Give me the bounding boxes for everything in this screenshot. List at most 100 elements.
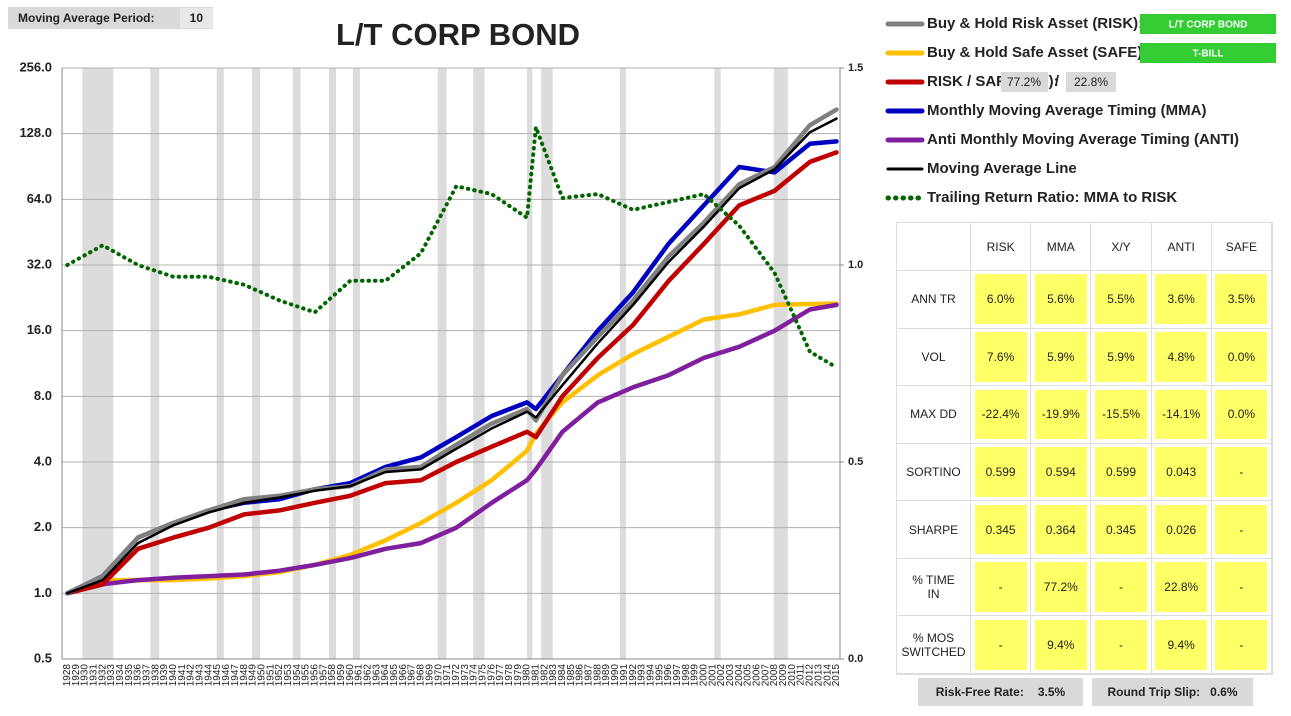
y2-tick-label: 0.0: [848, 653, 863, 665]
stat-cell-text: -: [1215, 447, 1268, 497]
stat-cell-text: -: [1094, 562, 1148, 613]
x-tick-label: 2000: [698, 664, 709, 687]
stat-cell: -: [971, 616, 1032, 674]
stat-cell-text: 7.6%: [974, 331, 1027, 382]
x-tick-label: 2009: [778, 664, 789, 687]
x-tick-label: 1969: [424, 664, 435, 687]
stat-cell-text: 0.0%: [1215, 389, 1268, 440]
ma-period-label: Moving Average Period:: [18, 11, 155, 25]
x-tick-label: 1981: [531, 664, 542, 687]
column-header-text: SAFE: [1225, 239, 1258, 254]
stat-cell-text: -: [1094, 619, 1148, 670]
x-tick-label: 1934: [115, 664, 126, 687]
y-tick-label: 2.0: [34, 519, 52, 534]
risk-free-box: Risk-Free Rate: 3.5%: [918, 678, 1083, 706]
x-tick-label: 1961: [354, 664, 365, 687]
x-tick-label: 1944: [203, 664, 214, 687]
stat-cell-text: 0.0%: [1215, 331, 1268, 382]
x-tick-label: 2003: [725, 664, 736, 687]
row-label-text: SORTINO: [906, 464, 961, 479]
x-tick-label: 1999: [690, 664, 701, 687]
slip-box: Round Trip Slip: 0.6%: [1092, 678, 1253, 706]
stat-cell: 0.599: [971, 443, 1032, 502]
x-tick-label: 1954: [292, 664, 303, 687]
asset-box: [1140, 43, 1276, 63]
x-tick-label: 1930: [80, 664, 91, 687]
shaded-period: [292, 68, 301, 659]
x-tick-label: 2012: [805, 664, 816, 687]
x-tick-label: 2001: [707, 664, 718, 687]
stat-cell: 9.4%: [1031, 616, 1092, 674]
stat-cell: 3.6%: [1151, 271, 1212, 329]
column-header: X/Y: [1091, 223, 1152, 271]
footer-value: 0.6%: [1210, 685, 1238, 699]
x-tick-label: 1977: [495, 664, 506, 687]
x-tick-label: 1976: [486, 664, 497, 687]
stat-cell: -: [1091, 558, 1152, 617]
corner-cell: [897, 223, 971, 271]
x-tick-label: 1971: [442, 664, 453, 687]
x-tick-label: 1974: [469, 664, 480, 687]
y-tick-label: 0.5: [34, 650, 52, 665]
x-tick-label: 1935: [124, 664, 135, 687]
x-tick-label: 1947: [230, 664, 241, 687]
x-tick-label: 1933: [106, 664, 117, 687]
stat-cell-text: 0.599: [974, 447, 1027, 497]
x-tick-label: 1987: [584, 664, 595, 687]
x-tick-label: 1955: [301, 664, 312, 687]
x-tick-label: 1998: [681, 664, 692, 687]
weight-separator: /: [1055, 73, 1060, 90]
x-tick-label: 2010: [787, 664, 798, 687]
y-tick-label: 16.0: [27, 322, 52, 337]
stat-cell: -19.9%: [1031, 386, 1092, 444]
x-tick-label: 1984: [557, 664, 568, 687]
row-label: MAX DD: [897, 386, 971, 444]
legend-label: Moving Average Line: [927, 160, 1077, 177]
series-line: [65, 107, 839, 596]
x-tick-label: 1951: [265, 664, 276, 687]
stats-table: RISK MMA X/Y ANTI SAFE ANN TR 6.0% 5.6% 5.5% 3.6%…: [896, 222, 1273, 675]
legend-label: Trailing Return Ratio: MMA to RISK: [927, 189, 1177, 206]
x-tick-label: 1938: [150, 664, 161, 687]
stat-cell: 0.364: [1031, 501, 1092, 559]
x-tick-label: 1960: [345, 664, 356, 687]
x-tick-label: 1990: [610, 664, 621, 687]
x-tick-label: 2008: [769, 664, 780, 687]
row-label: SORTINO: [897, 443, 971, 502]
shaded-period: [216, 68, 224, 659]
asset-box: [1140, 14, 1276, 34]
stat-cell-text: 0.345: [974, 504, 1027, 555]
footer-label: Round Trip Slip:: [1107, 685, 1201, 699]
x-tick-label: 1970: [433, 664, 444, 687]
row-label-text: % MOS SWITCHED: [901, 630, 966, 659]
x-tick-label: 1989: [601, 664, 612, 687]
stat-cell: -15.5%: [1091, 386, 1152, 444]
shaded-period: [150, 68, 160, 659]
x-tick-label: 2015: [831, 664, 842, 687]
stat-cell: 9.4%: [1151, 616, 1212, 674]
ma-period-value: 10: [179, 8, 213, 28]
column-header: MMA: [1031, 223, 1092, 271]
x-tick-label: 1937: [142, 664, 153, 687]
x-tick-label: 1986: [575, 664, 586, 687]
stat-cell-text: 0.026: [1155, 504, 1208, 555]
x-tick-label: 1968: [416, 664, 427, 687]
x-tick-label: 1965: [389, 664, 400, 687]
stat-cell: -: [971, 558, 1032, 617]
row-label-text: % TIME IN: [912, 573, 955, 602]
x-tick-label: 1958: [327, 664, 338, 687]
stat-cell-text: 0.345: [1094, 504, 1148, 555]
x-tick-label: 1952: [274, 664, 285, 687]
x-tick-label: 1943: [195, 664, 206, 687]
shaded-period: [328, 68, 337, 659]
stat-cell-text: -: [974, 619, 1027, 670]
x-tick-label: 1975: [477, 664, 488, 687]
stat-cell: 5.9%: [1031, 328, 1092, 387]
shaded-period: [82, 68, 114, 659]
stat-cell: -: [1211, 443, 1272, 502]
x-tick-label: 1941: [177, 664, 188, 687]
row-label: SHARPE: [897, 501, 971, 559]
column-header-text: MMA: [1046, 239, 1075, 254]
ma-period-box: Moving Average Period: 10: [8, 7, 213, 29]
